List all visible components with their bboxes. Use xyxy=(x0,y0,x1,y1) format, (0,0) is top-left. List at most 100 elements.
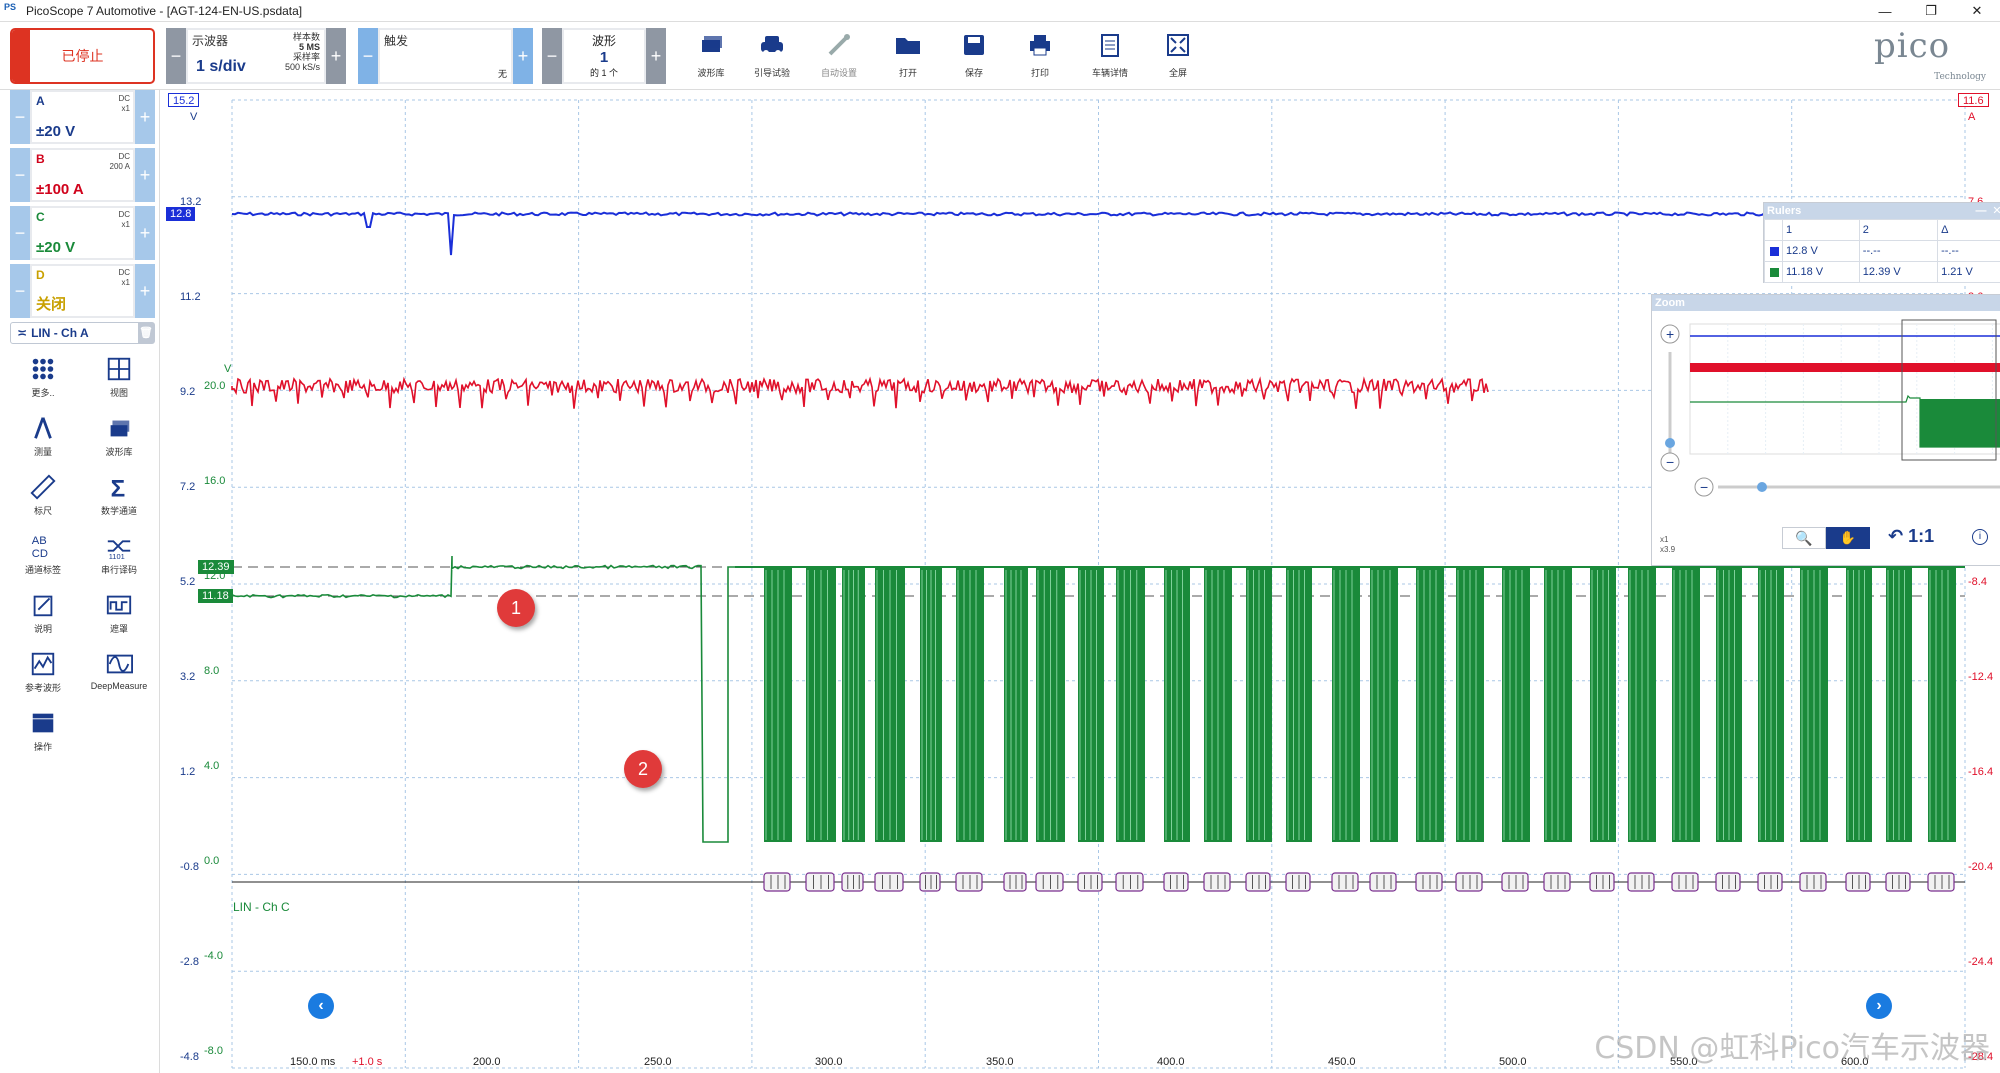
side-tool-measure[interactable]: 测量 xyxy=(8,414,78,468)
toolbar-car-button[interactable]: 引导试验 xyxy=(744,28,800,84)
channel-name: A xyxy=(36,94,45,108)
y-axis-b-tick: -20.4 xyxy=(1968,861,1994,873)
channel-coupling: DC 200 A xyxy=(109,152,130,171)
restore-icon[interactable]: ❐ xyxy=(1925,3,1937,18)
pan-hand-icon[interactable]: ✋ xyxy=(1826,527,1870,549)
axis-a-top-badge[interactable]: 15.2 xyxy=(168,93,200,107)
timebase-field[interactable]: 示波器 1 s/div 样本数 5 MS 采样率 500 kS/s xyxy=(188,30,324,82)
zoom-tool-icon[interactable]: 🔍 xyxy=(1782,527,1826,549)
trigger-field[interactable]: 触发 无 xyxy=(380,30,511,82)
y-axis-a-tick: -2.8 xyxy=(180,956,199,968)
channel-settings[interactable]: D DC x1 关闭 xyxy=(32,266,133,316)
side-tool-serial-decode[interactable]: 1101 串行译码 xyxy=(84,532,154,586)
side-tool-reference-waveform[interactable]: 参考波形 xyxy=(8,650,78,704)
zoom-h-out-glyph: − xyxy=(1700,479,1708,495)
channel-settings[interactable]: B DC 200 A ±100 A xyxy=(32,150,133,200)
lin-decode-frame xyxy=(1331,872,1359,892)
side-tool-label: 视图 xyxy=(109,388,128,398)
waveform-next-button[interactable]: + xyxy=(646,28,666,84)
waveform-field[interactable]: 波形 1 的 1 个 xyxy=(564,30,644,82)
lin-decode-frame xyxy=(1715,872,1741,892)
toolbar-save-button[interactable]: 保存 xyxy=(946,28,1002,84)
x-axis-offset: +1.0 s xyxy=(352,1056,383,1068)
side-tool-deepmeasure[interactable]: DeepMeasure xyxy=(84,650,154,704)
zoom-reset-button[interactable]: ↶ 1:1 xyxy=(1888,526,1935,546)
lin-decode-frame xyxy=(1671,872,1699,892)
toolbar-print-button[interactable]: 打印 xyxy=(1012,28,1068,84)
side-tool-grid-view[interactable]: 视图 xyxy=(84,355,154,409)
lin-decode-frame xyxy=(1369,872,1397,892)
channel-settings[interactable]: C DC x1 ±20 V xyxy=(32,208,133,258)
x-axis-tick: 350.0 xyxy=(986,1056,1014,1068)
side-tool-label: 通道标签 xyxy=(24,565,61,575)
toolbar-clipboard-button[interactable]: 车辆详情 xyxy=(1082,28,1138,84)
grid-view-icon xyxy=(107,357,131,381)
waveform-prev-button[interactable]: − xyxy=(542,28,562,84)
scope-view[interactable]: 13.2 11.2 9.2 7.2 5.2 3.2 1.2 -0.8 -2.8 -4.8 20.0 1… xyxy=(160,90,2000,1073)
channel-range-increase-button[interactable]: + xyxy=(135,90,155,144)
ruler-color-swatch xyxy=(1770,267,1779,277)
axis-b-top-badge[interactable]: 11.6 xyxy=(1958,93,1989,107)
y-axis-a-tick: -0.8 xyxy=(180,861,199,873)
side-tool-more-dots[interactable]: 更多.. xyxy=(8,355,78,409)
side-tool-waveform-library[interactable]: 波形库 xyxy=(84,414,154,468)
channel-a-control[interactable]: − A DC x1 ±20 V + xyxy=(10,90,155,144)
y-axis-b-tick: -28.4 xyxy=(1968,1051,1994,1063)
callout-2: 2 xyxy=(624,750,662,788)
side-tool-notes[interactable]: 说明 xyxy=(8,591,78,645)
channel-range-decrease-button[interactable]: − xyxy=(10,264,30,318)
close-icon[interactable]: ✕ xyxy=(1992,205,2000,217)
side-tool-sigma[interactable]: Σ 数学通道 xyxy=(84,473,154,527)
channel-b-control[interactable]: − B DC 200 A ±100 A + xyxy=(10,148,155,202)
trash-icon[interactable]: 🗑 xyxy=(138,323,154,343)
magic-wand-icon xyxy=(828,34,850,56)
reference-waveform-icon xyxy=(31,652,55,676)
side-tool-label: 波形库 xyxy=(105,447,133,457)
info-icon[interactable]: i xyxy=(1972,529,1988,545)
minimize-icon[interactable]: — xyxy=(1975,205,1987,217)
serial-tab-label: LIN - Ch A xyxy=(31,326,89,340)
trigger-increase-button[interactable]: + xyxy=(513,28,533,84)
rulers-panel[interactable]: Rulers — ✕ 1 2 Δ 12.8 V --.-- --.-- 11.18… xyxy=(1763,202,2000,283)
channel-range-increase-button[interactable]: + xyxy=(135,264,155,318)
scroll-left-icon[interactable]: ‹ xyxy=(308,993,334,1019)
channel-range-decrease-button[interactable]: − xyxy=(10,148,30,202)
main-toolbar: 已停止 − 示波器 1 s/div 样本数 5 MS 采样率 500 kS/s … xyxy=(0,22,2000,90)
channel-c-control[interactable]: − C DC x1 ±20 V + xyxy=(10,206,155,260)
serial-decode-tab[interactable]: ≍ LIN - Ch A 🗑 xyxy=(10,322,155,344)
side-tool-mask[interactable]: 遮罩 xyxy=(84,591,154,645)
ruler-c-marker-2[interactable]: 11.18 xyxy=(198,589,233,603)
side-tool-channel-label[interactable]: AB CD 通道标签 xyxy=(8,532,78,586)
toolbar-tool-label: 打印 xyxy=(1030,68,1049,78)
channel-range-decrease-button[interactable]: − xyxy=(10,206,30,260)
side-tool-ruler[interactable]: 标尺 xyxy=(8,473,78,527)
scroll-right-icon[interactable]: › xyxy=(1866,993,1892,1019)
side-tool-clapper[interactable]: 操作 xyxy=(8,709,78,763)
toolbar-magic-wand-button[interactable]: 自动设置 xyxy=(811,28,867,84)
channel-settings[interactable]: A DC x1 ±20 V xyxy=(32,92,133,142)
timebase-decrease-button[interactable]: − xyxy=(166,28,186,84)
trigger-decrease-button[interactable]: − xyxy=(358,28,378,84)
ruler-c-marker-1[interactable]: 12.39 xyxy=(198,560,234,574)
callout-1: 1 xyxy=(497,589,535,627)
channel-range-increase-button[interactable]: + xyxy=(135,206,155,260)
channel-d-control[interactable]: − D DC x1 关闭 + xyxy=(10,264,155,318)
run-stop-button[interactable]: 已停止 xyxy=(10,28,155,84)
y-axis-a-tick: 3.2 xyxy=(180,671,196,683)
lin-decode-frame xyxy=(1927,872,1955,892)
y-axis-a-tick: 11.2 xyxy=(180,291,201,303)
zoom-scale: x1 x3.9 xyxy=(1660,535,1676,554)
scope-plot[interactable] xyxy=(160,90,2000,1073)
toolbar-fullscreen-button[interactable]: 全屏 xyxy=(1150,28,1206,84)
channel-range-decrease-button[interactable]: − xyxy=(10,90,30,144)
timebase-increase-button[interactable]: + xyxy=(326,28,346,84)
toolbar-waveform-library-button[interactable]: 波形库 xyxy=(683,28,739,84)
ruler-a-marker[interactable]: 12.8 xyxy=(166,207,196,221)
channel-range-increase-button[interactable]: + xyxy=(135,148,155,202)
close-icon[interactable]: ✕ xyxy=(1971,3,1983,18)
zoom-overview[interactable]: +−−+ xyxy=(1652,312,2000,566)
minimize-icon[interactable]: — xyxy=(1878,3,1892,19)
toolbar-folder-open-button[interactable]: 打开 xyxy=(880,28,936,84)
svg-text:AB: AB xyxy=(32,535,47,547)
